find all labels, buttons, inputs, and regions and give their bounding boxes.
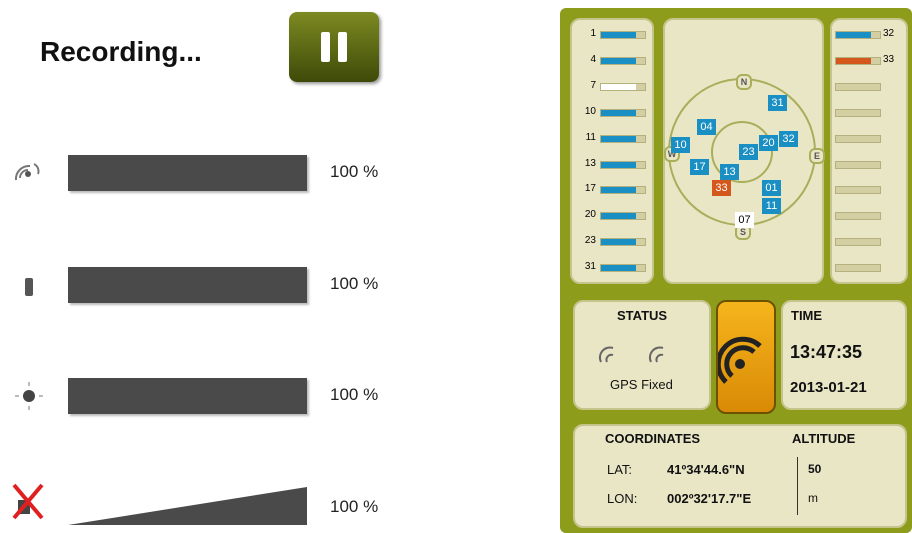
progress-wedge [68, 487, 307, 525]
satellite: 07 [735, 212, 754, 228]
signal-bar [835, 212, 881, 221]
sat-id: 20 [584, 209, 596, 221]
signal-bar [835, 108, 881, 117]
satellite: 17 [690, 159, 709, 175]
time-title: TIME [791, 308, 823, 323]
satellite: 10 [671, 137, 690, 153]
compass-label: N [736, 74, 752, 90]
compass-label: E [809, 148, 825, 164]
signal-bar [600, 31, 646, 39]
status-title: STATUS [617, 308, 668, 323]
percent-label: 100 % [330, 162, 379, 181]
signal-bar [600, 56, 646, 65]
signal-bar [600, 212, 646, 221]
satellite: 01 [762, 180, 781, 196]
pause-button[interactable] [289, 12, 379, 82]
sat-id: 1 [590, 28, 596, 39]
time-box [781, 300, 907, 410]
title: Recording... [40, 36, 202, 67]
progress-bar [68, 155, 307, 191]
sat-id: 10 [584, 105, 596, 117]
time: 13:47:35 [790, 342, 863, 362]
signal-bar [600, 108, 646, 117]
divider [797, 457, 798, 515]
satellite: 31 [768, 95, 787, 111]
signal-bar [835, 186, 881, 195]
percent-label: 100 % [330, 497, 379, 516]
satellite: 13 [720, 164, 739, 180]
sat-id: 7 [590, 79, 596, 91]
altitude-unit: m [808, 491, 818, 505]
percent-label: 100 % [330, 385, 379, 404]
lat-label: LAT: [607, 462, 633, 477]
coords-box [573, 424, 907, 528]
altitude-title: ALTITUDE [792, 431, 856, 446]
satellite: 32 [779, 131, 798, 147]
satellite: 11 [762, 198, 781, 214]
sat-id: 4 [590, 53, 596, 65]
sat-id: 32 [883, 28, 895, 39]
progress-bar [68, 378, 307, 414]
lat: 41º34'44.6"N [667, 462, 745, 477]
signal-bar [835, 56, 881, 65]
coords-title: COORDINATES [605, 431, 701, 446]
lon: 002º32'17.7"E [667, 491, 752, 506]
satellite: 04 [697, 119, 716, 135]
sat-id: 17 [584, 183, 596, 195]
icons [12, 163, 44, 520]
signal-bar [600, 134, 646, 143]
progress-bar [68, 267, 307, 303]
status-icons [598, 346, 664, 363]
satellite: 33 [712, 180, 731, 196]
signal-bar [600, 82, 646, 91]
signal-bar [600, 160, 646, 169]
altitude: 50 [808, 462, 822, 476]
sat-id: 33 [883, 53, 895, 65]
sat-id: 31 [584, 261, 596, 273]
signal-bar [600, 264, 646, 273]
satellite: 20 [759, 135, 778, 151]
signal-bar [835, 264, 881, 273]
status-box [573, 300, 711, 410]
lon-label: LON: [607, 491, 638, 506]
gps-button[interactable] [715, 300, 776, 414]
percent-label: 100 % [330, 274, 379, 293]
signal-bar [600, 238, 646, 247]
signal-bar [835, 31, 881, 39]
signal-bar [835, 160, 881, 169]
signal-bar [600, 186, 646, 195]
sat-id: 13 [584, 157, 596, 169]
sat-id: 23 [584, 235, 596, 247]
signal-bar [835, 82, 881, 91]
signal-bar [835, 238, 881, 247]
date: 2013-01-21 [790, 379, 867, 396]
satellite: 23 [739, 144, 758, 160]
signal-bar [835, 134, 881, 143]
status-text: GPS Fixed [610, 377, 673, 392]
sat-id: 11 [585, 131, 596, 143]
